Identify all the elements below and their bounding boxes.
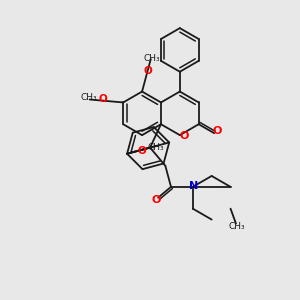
Text: CH₃: CH₃ (229, 222, 245, 231)
Text: O: O (212, 126, 222, 136)
Text: O: O (138, 146, 147, 156)
Text: CH₃: CH₃ (143, 53, 160, 62)
Text: O: O (179, 131, 188, 141)
Text: N: N (189, 181, 198, 191)
Text: CH₃: CH₃ (148, 143, 164, 152)
Text: O: O (98, 94, 107, 104)
Text: O: O (152, 195, 161, 205)
Text: O: O (144, 66, 153, 76)
Text: CH₃: CH₃ (80, 93, 97, 102)
